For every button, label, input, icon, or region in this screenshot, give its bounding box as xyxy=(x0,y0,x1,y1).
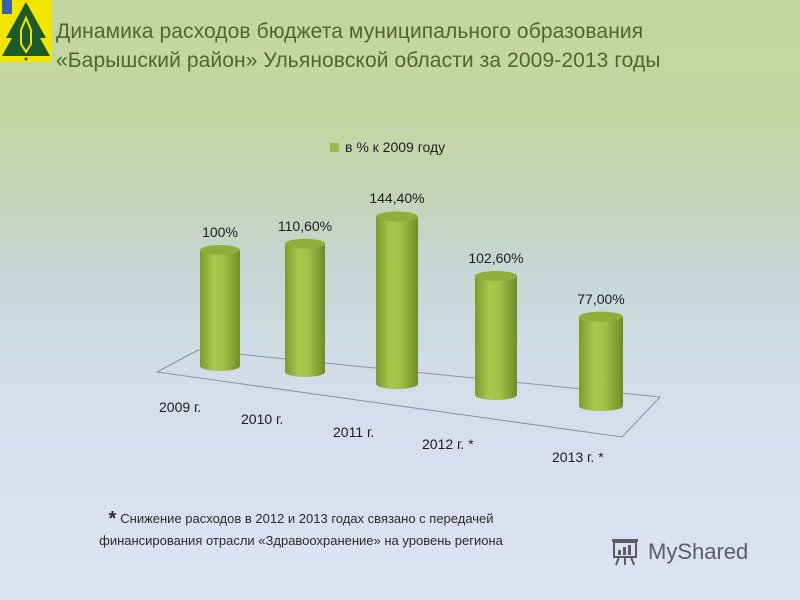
category-label: 2010 г. xyxy=(241,411,284,427)
bar-cylinder xyxy=(285,243,325,377)
category-label: 2012 г. * xyxy=(422,436,474,452)
category-label: 2009 г. xyxy=(159,399,202,415)
flag-icon xyxy=(2,0,12,14)
title-line-1: Динамика расходов бюджета муниципального… xyxy=(56,20,644,43)
bar-cylinder xyxy=(200,250,240,371)
chart-floor xyxy=(155,349,662,438)
fir-tree-icon xyxy=(2,2,50,61)
data-label: 102,60% xyxy=(468,249,524,266)
bar-cylinder-top xyxy=(579,311,623,322)
data-label: 144,40% xyxy=(369,190,425,207)
chart-legend: в % к 2009 году xyxy=(330,139,445,155)
bar-cylinder-top xyxy=(376,211,418,222)
bar-cylinder-top xyxy=(200,245,240,255)
footnote-star: * xyxy=(108,508,117,530)
footnote-line-1: Снижение расходов в 2012 и 2013 годах св… xyxy=(120,511,494,526)
footnote-line-2: финансирования отрасли «Здравоохранение»… xyxy=(99,533,503,548)
bar-cylinder-top xyxy=(475,270,517,281)
watermark[interactable]: MyShared xyxy=(608,537,748,567)
legend-label: в % к 2009 году xyxy=(345,139,446,155)
data-label: 110,60% xyxy=(277,217,333,234)
bar-cylinder-top xyxy=(285,238,325,249)
data-label: 100% xyxy=(202,224,238,240)
bar-cylinder xyxy=(376,216,418,389)
bar-cylinder xyxy=(579,316,623,411)
bar-cylinder xyxy=(475,275,517,400)
data-label: 77,00% xyxy=(577,290,625,307)
category-label: 2013 г. * xyxy=(552,449,604,465)
category-label: 2011 г. xyxy=(333,424,375,440)
watermark-text: MyShared xyxy=(648,539,749,564)
title-line-2: «Барышский район» Ульяновской области за… xyxy=(56,49,661,72)
presentation-board-icon xyxy=(612,539,638,566)
slide-title: Динамика расходов бюджета муниципального… xyxy=(56,17,776,75)
district-emblem-logo xyxy=(0,0,52,62)
footnote: * Снижение расходов в 2012 и 2013 годах с… xyxy=(46,508,556,552)
legend-swatch xyxy=(330,142,339,152)
